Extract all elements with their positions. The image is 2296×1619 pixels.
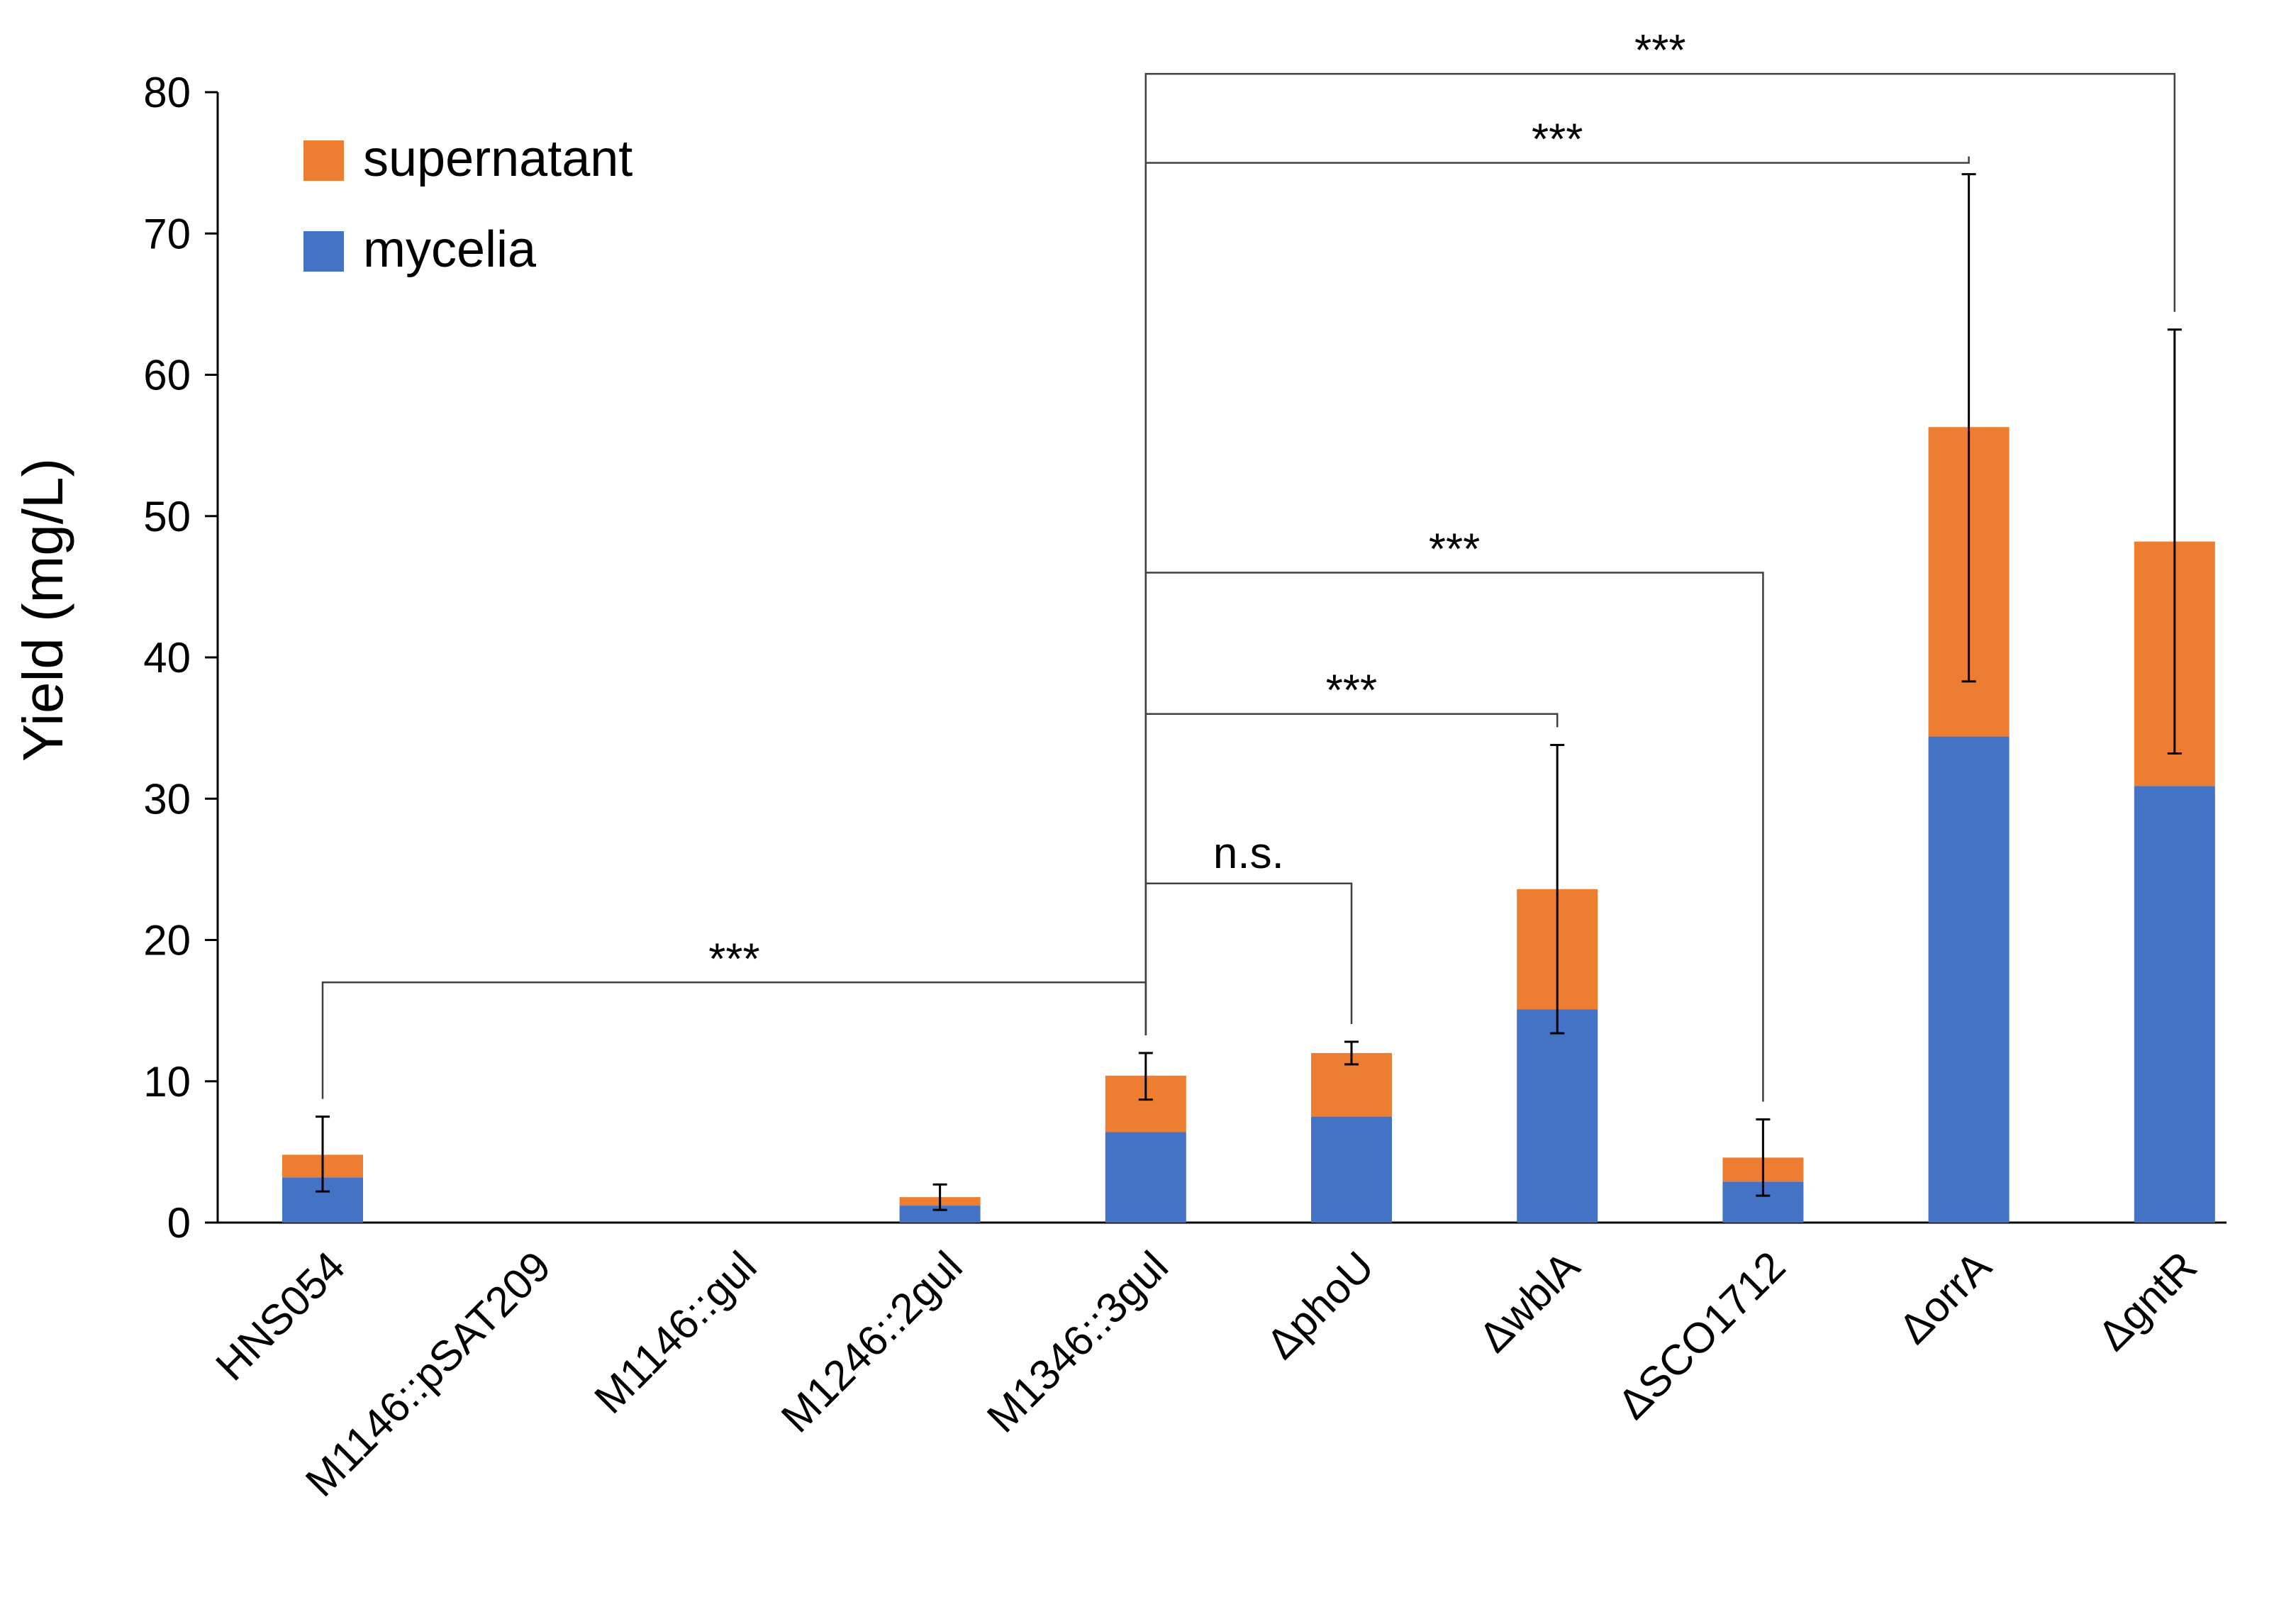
category-label: M1146::gul [585,1242,765,1423]
y-tick-label: 10 [143,1058,191,1106]
legend: supernatant mycelia [303,130,632,278]
bar-mycelia [899,1206,981,1223]
significance-label: *** [708,935,759,984]
y-axis-label: Yield (mg/L) [11,458,74,762]
significance-bracket [1144,72,2176,1035]
category-label: HNS054 [206,1242,354,1390]
category-label: M1346::3gul [978,1242,1177,1442]
significance-label: *** [1634,26,1685,75]
significance-bracket [1144,882,1353,1035]
significance-label: n.s. [1213,829,1284,878]
legend-swatch-supernatant [303,140,344,181]
significance-label: *** [1429,525,1480,574]
category-label: ΔSCO1712 [1609,1242,1795,1428]
y-tick-label: 50 [143,493,191,540]
significance-brackets: *** n.s. *** *** *** *** [321,26,2176,1102]
bar-mycelia [1928,736,2010,1223]
bar-mycelia [1517,1009,1598,1223]
category-label: M1246::2gul [772,1242,971,1442]
legend-label-mycelia: mycelia [363,221,537,278]
bar-mycelia [1311,1116,1392,1223]
category-label: ΔorrA [1890,1242,2000,1353]
error-bars [316,173,2182,1211]
y-axis: 0 10 20 30 40 50 60 70 80 [143,69,2227,1247]
category-label: ΔphoU [1257,1242,1383,1368]
y-tick-label: 70 [143,210,191,257]
legend-swatch-mycelia [303,231,344,272]
y-tick-label: 80 [143,69,191,116]
bar-mycelia [2134,786,2215,1223]
y-tick-label: 40 [143,634,191,681]
bar-mycelia [1105,1132,1186,1223]
significance-label: *** [1326,667,1377,716]
y-tick-label: 60 [143,352,191,399]
y-tick-label: 0 [167,1199,191,1247]
significance-label: *** [1532,116,1583,165]
legend-label-supernatant: supernatant [363,130,632,187]
bars [282,427,2215,1223]
y-tick-label: 20 [143,917,191,964]
category-label: ΔgntR [2089,1242,2206,1359]
y-tick-label: 30 [143,775,191,823]
category-label: ΔwblA [1470,1242,1589,1362]
significance-bracket [321,981,1147,1099]
